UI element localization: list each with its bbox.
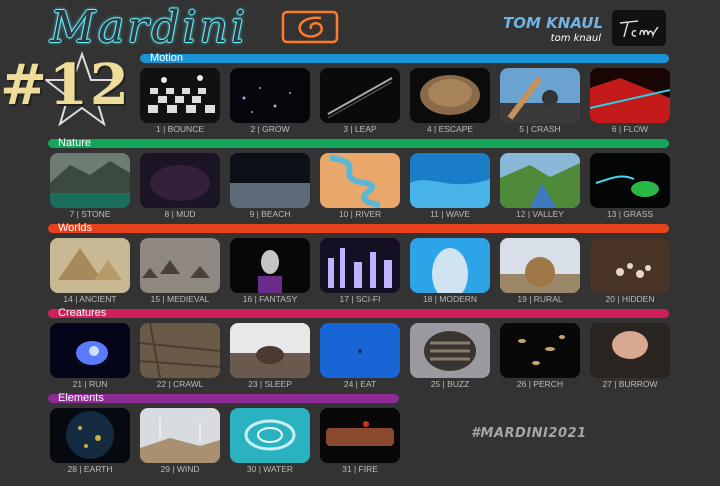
thumbnail-sleep[interactable] (230, 323, 310, 378)
caption-grass: 13 | GRASS (606, 209, 654, 219)
caption-medieval: 15 | MEDIEVAL (150, 294, 210, 304)
caption-grow: 2 | GROW (250, 124, 290, 134)
caption-escape: 4 | ESCAPE (426, 124, 474, 134)
section-label-nature: Nature (58, 137, 92, 149)
caption-hidden: 20 | HIDDEN (605, 294, 655, 304)
caption-flow: 6 | FLOW (611, 124, 649, 134)
thumbnail-sci-fi[interactable] (320, 238, 400, 293)
thumbnail-modern[interactable] (410, 238, 490, 293)
section-bar-worlds: Worlds (48, 222, 669, 234)
caption-crawl: 22 | CRAWL (156, 379, 204, 389)
section-bar-creatures: Creatures (48, 307, 669, 319)
author-handle: tom knaul (550, 33, 601, 44)
thumbnail-bounce[interactable] (140, 68, 220, 123)
swirl-logo-icon (281, 10, 339, 44)
thumbnail-wave[interactable] (410, 153, 490, 208)
thumbnail-mud[interactable] (140, 153, 220, 208)
thumbnail-fantasy[interactable] (230, 238, 310, 293)
section-label-elements: Elements (58, 392, 104, 404)
caption-sci-fi: 17 | SCI-FI (339, 294, 381, 304)
signature-icon (612, 10, 666, 46)
thumbnail-ancient[interactable] (50, 238, 130, 293)
star-icon (43, 50, 121, 127)
caption-crash: 5 | CRASH (519, 124, 561, 134)
caption-earth: 28 | EARTH (67, 464, 113, 474)
caption-modern: 18 | MODERN (422, 294, 478, 304)
mardini-logo: Mardini (50, 2, 248, 53)
caption-fantasy: 16 | FANTASY (242, 294, 298, 304)
section-bar-nature: Nature (48, 137, 669, 149)
caption-mud: 8 | MUD (164, 209, 196, 219)
thumbnail-rural[interactable] (500, 238, 580, 293)
caption-valley: 12 | VALLEY (516, 209, 564, 219)
caption-burrow: 27 | BURROW (602, 379, 658, 389)
event-hashtag: #MARDINI2021 (471, 426, 587, 441)
thumbnail-earth[interactable] (50, 408, 130, 463)
thumbnail-crawl[interactable] (140, 323, 220, 378)
thumbnail-grass[interactable] (590, 153, 670, 208)
caption-fire: 31 | FIRE (342, 464, 378, 474)
section-label-motion: Motion (150, 52, 184, 64)
thumbnail-perch[interactable] (500, 323, 580, 378)
caption-beach: 9 | BEACH (249, 209, 291, 219)
thumbnail-hidden[interactable] (590, 238, 670, 293)
caption-river: 10 | RIVER (338, 209, 382, 219)
section-label-creatures: Creatures (58, 307, 107, 319)
caption-ancient: 14 | ANCIENT (63, 294, 117, 304)
caption-wave: 11 | WAVE (430, 209, 470, 219)
caption-water: 30 | WATER (246, 464, 294, 474)
section-bar-motion: Motion (140, 52, 669, 64)
thumbnail-grow[interactable] (230, 68, 310, 123)
thumbnail-crash[interactable] (500, 68, 580, 123)
thumbnail-valley[interactable] (500, 153, 580, 208)
week-number: #12 (0, 52, 131, 118)
caption-wind: 29 | WIND (160, 464, 200, 474)
caption-rural: 19 | RURAL (517, 294, 563, 304)
section-label-worlds: Worlds (58, 222, 93, 234)
thumbnail-fire[interactable] (320, 408, 400, 463)
thumbnail-river[interactable] (320, 153, 400, 208)
thumbnail-wind[interactable] (140, 408, 220, 463)
author-name: TOM KNAUL (503, 14, 603, 32)
thumbnail-escape[interactable] (410, 68, 490, 123)
caption-bounce: 1 | BOUNCE (155, 124, 205, 134)
thumbnail-beach[interactable] (230, 153, 310, 208)
thumbnail-water[interactable] (230, 408, 310, 463)
caption-buzz: 25 | BUZZ (430, 379, 470, 389)
caption-stone: 7 | STONE (69, 209, 111, 219)
section-bar-elements: Elements (48, 392, 399, 404)
caption-leap: 3 | LEAP (343, 124, 377, 134)
caption-sleep: 23 | SLEEP (248, 379, 292, 389)
caption-eat: 24 | EAT (343, 379, 377, 389)
caption-run: 21 | RUN (72, 379, 108, 389)
thumbnail-leap[interactable] (320, 68, 400, 123)
thumbnail-burrow[interactable] (590, 323, 670, 378)
thumbnail-medieval[interactable] (140, 238, 220, 293)
thumbnail-stone[interactable] (50, 153, 130, 208)
thumbnail-run[interactable] (50, 323, 130, 378)
caption-perch: 26 | PERCH (516, 379, 564, 389)
thumbnail-flow[interactable] (590, 68, 670, 123)
thumbnail-buzz[interactable] (410, 323, 490, 378)
thumbnail-eat[interactable] (320, 323, 400, 378)
